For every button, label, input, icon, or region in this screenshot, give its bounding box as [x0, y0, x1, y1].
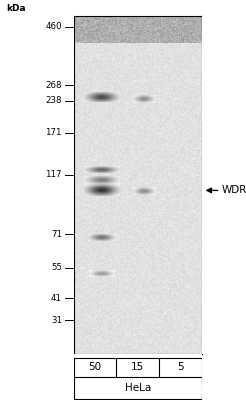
Text: WDR26: WDR26: [222, 186, 246, 196]
Text: 460: 460: [46, 22, 62, 31]
Text: 238: 238: [46, 96, 62, 105]
Text: kDa: kDa: [6, 4, 26, 13]
Text: 50: 50: [89, 362, 102, 372]
Text: 117: 117: [46, 170, 62, 179]
Text: 268: 268: [46, 81, 62, 90]
Text: 5: 5: [177, 362, 184, 372]
Text: 171: 171: [46, 128, 62, 137]
Text: 31: 31: [51, 316, 62, 325]
Text: 71: 71: [51, 230, 62, 238]
Text: 55: 55: [51, 263, 62, 272]
Text: 41: 41: [51, 294, 62, 303]
Text: HeLa: HeLa: [125, 383, 151, 393]
Text: 15: 15: [131, 362, 144, 372]
